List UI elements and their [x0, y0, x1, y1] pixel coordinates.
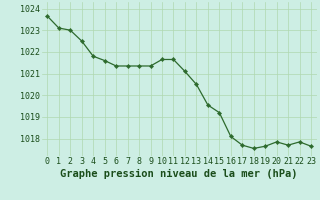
X-axis label: Graphe pression niveau de la mer (hPa): Graphe pression niveau de la mer (hPa) [60, 169, 298, 179]
